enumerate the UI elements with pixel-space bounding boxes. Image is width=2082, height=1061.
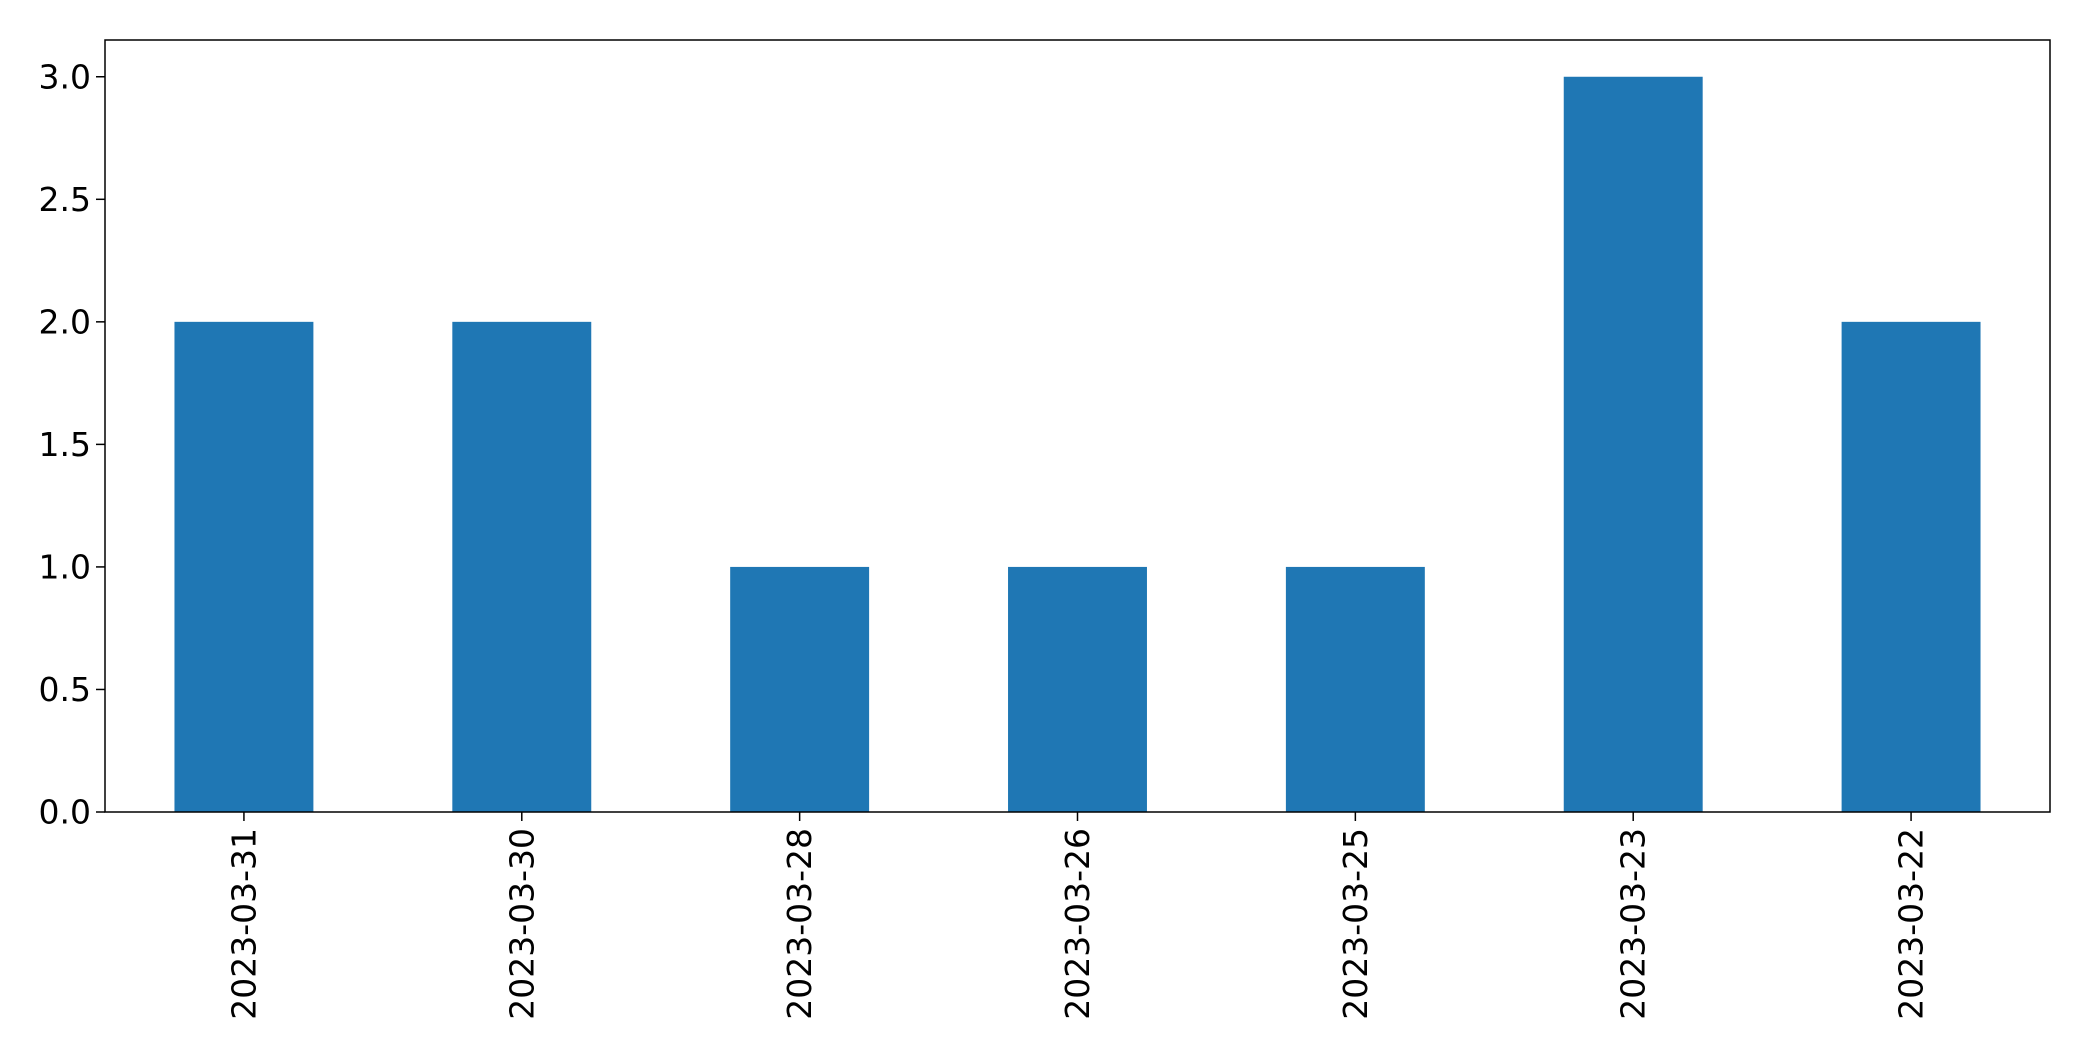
y-tick-label: 0.0 [39,793,91,832]
x-axis: 2023-03-31 2023-03-30 2023-03-28 2023-03-26… [224,812,1931,1020]
y-tick-label: 2.5 [39,180,91,219]
x-tick-label: 2023-03-22 [1892,828,1931,1020]
bars-group [174,76,1981,812]
bar-2023-03-28 [730,566,870,812]
y-tick-label: 0.5 [39,670,91,709]
x-tick-label: 2023-03-28 [780,828,819,1020]
bar-2023-03-26 [1008,566,1147,812]
plot-frame [104,39,2051,813]
y-tick-label: 1.0 [39,547,91,586]
x-tick-label: 2023-03-23 [1614,828,1653,1020]
bar-2023-03-22 [1841,321,1981,812]
x-tick-label: 2023-03-30 [502,828,541,1020]
y-tick-label: 1.5 [39,425,91,464]
bar-2023-03-25 [1285,566,1425,812]
x-tick-label: 2023-03-31 [224,828,263,1020]
bar-2023-03-30 [452,321,592,812]
y-axis: 0.0 0.5 1.0 1.5 2.0 2.5 3.0 [39,57,105,832]
bar-2023-03-23 [1563,76,1703,812]
y-tick-label: 2.0 [39,302,91,341]
y-tick-label: 3.0 [39,57,91,96]
x-tick-label: 2023-03-25 [1336,828,1375,1020]
bar-2023-03-31 [174,321,314,812]
x-tick-label: 2023-03-26 [1058,828,1097,1020]
